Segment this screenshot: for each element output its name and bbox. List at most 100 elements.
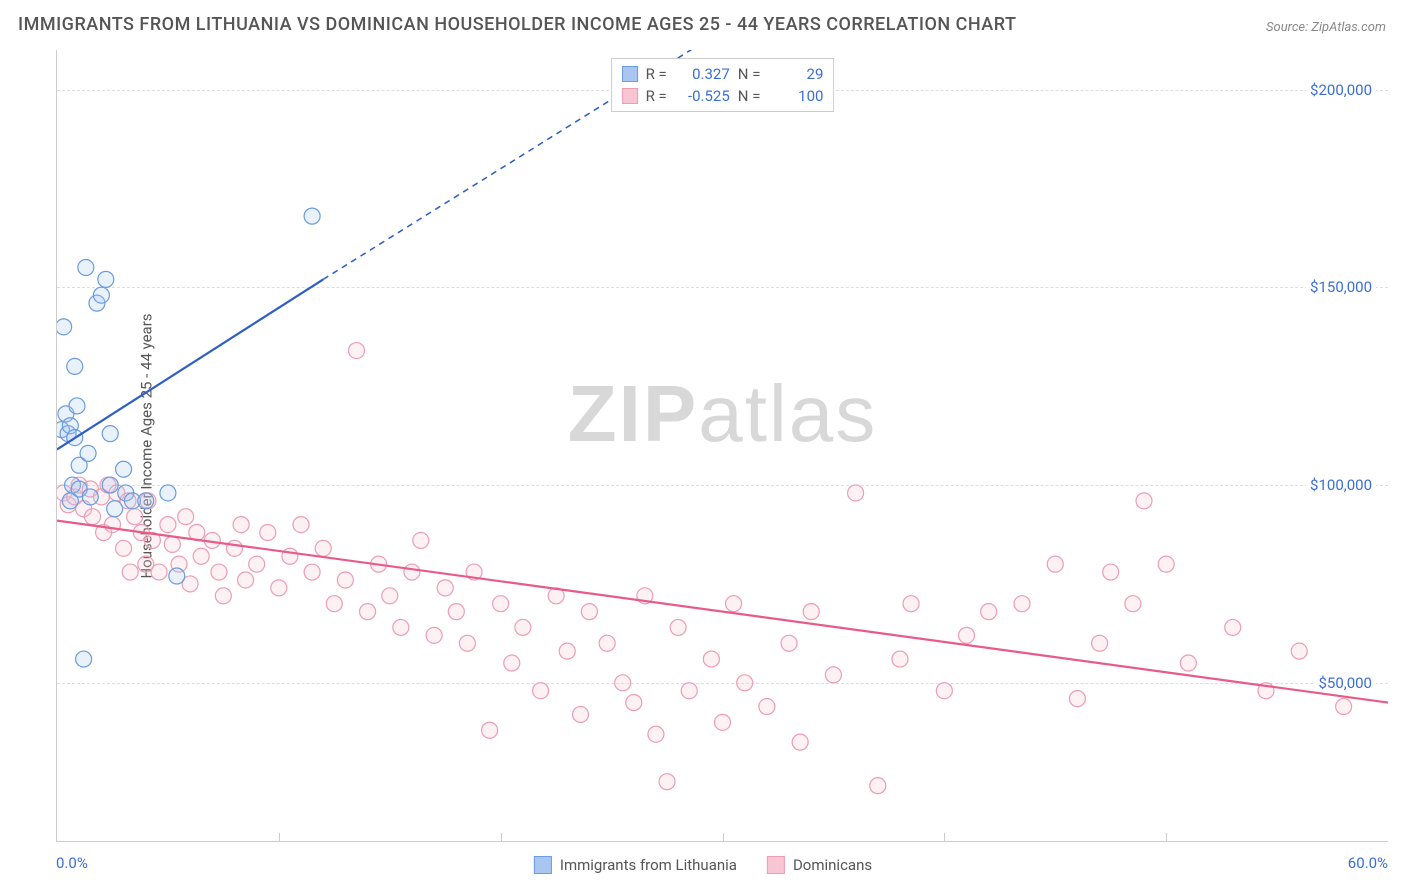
scatter-point: [98, 271, 114, 287]
scatter-point: [1291, 643, 1307, 659]
scatter-point: [337, 572, 353, 588]
scatter-point: [1336, 699, 1352, 715]
scatter-point: [57, 319, 72, 335]
stats-n-label-2: N =: [738, 87, 761, 105]
scatter-point: [892, 651, 908, 667]
correlation-stats-box: R = 0.327 N = 29 R = -0.525 N = 100: [611, 58, 835, 112]
scatter-point: [681, 683, 697, 699]
scatter-point: [581, 604, 597, 620]
stats-swatch-series1: [622, 66, 638, 82]
scatter-point: [69, 398, 85, 414]
legend-item-series1: Immigrants from Lithuania: [534, 856, 737, 874]
scatter-point: [238, 572, 254, 588]
scatter-point: [781, 635, 797, 651]
scatter-point: [178, 509, 194, 525]
stats-r-label-2: R =: [646, 87, 667, 105]
chart-plot-area: ZIPatlas R = 0.327 N = 29 R = -0.525 N =…: [56, 50, 1388, 842]
trend-line-series2: [57, 521, 1388, 703]
scatter-point: [249, 556, 265, 572]
scatter-point: [1225, 619, 1241, 635]
scatter-point: [1125, 596, 1141, 612]
scatter-point: [326, 596, 342, 612]
scatter-point: [1047, 556, 1063, 572]
stats-row-series1: R = 0.327 N = 29: [622, 63, 824, 85]
scatter-point: [78, 260, 94, 276]
scatter-point: [726, 596, 742, 612]
scatter-point: [715, 714, 731, 730]
scatter-point: [959, 627, 975, 643]
x-axis-min-label: 0.0%: [56, 854, 88, 872]
scatter-point: [615, 675, 631, 691]
stats-r-value-1: 0.327: [675, 65, 730, 83]
scatter-point: [870, 778, 886, 794]
scatter-point: [1103, 564, 1119, 580]
scatter-point: [1092, 635, 1108, 651]
scatter-point: [792, 734, 808, 750]
scatter-point: [102, 426, 118, 442]
scatter-point: [93, 287, 109, 303]
scatter-point: [737, 675, 753, 691]
scatter-point: [76, 651, 92, 667]
scatter-point: [315, 540, 331, 556]
scatter-point: [116, 461, 132, 477]
scatter-point: [164, 536, 180, 552]
scatter-point: [659, 774, 675, 790]
scatter-point: [104, 517, 120, 533]
scatter-point: [426, 627, 442, 643]
scatter-point: [825, 667, 841, 683]
scatter-point: [67, 358, 83, 374]
scatter-point: [559, 643, 575, 659]
scatter-point: [116, 540, 132, 556]
scatter-point: [360, 604, 376, 620]
scatter-point: [482, 722, 498, 738]
scatter-point: [382, 588, 398, 604]
scatter-point: [215, 588, 231, 604]
scatter-point: [1180, 655, 1196, 671]
stats-n-value-2: 100: [768, 87, 823, 105]
scatter-point: [515, 619, 531, 635]
chart-title: IMMIGRANTS FROM LITHUANIA VS DOMINICAN H…: [18, 14, 1016, 35]
scatter-point: [493, 596, 509, 612]
scatter-point: [803, 604, 819, 620]
scatter-point: [759, 699, 775, 715]
scatter-point: [936, 683, 952, 699]
scatter-point: [293, 517, 309, 533]
scatter-point: [80, 445, 96, 461]
scatter-point: [404, 564, 420, 580]
scatter-point: [260, 525, 276, 541]
scatter-point: [82, 489, 98, 505]
scatter-point: [648, 726, 664, 742]
scatter-point: [84, 509, 100, 525]
legend-label-series2: Dominicans: [793, 856, 872, 874]
scatter-point: [670, 619, 686, 635]
scatter-point: [413, 532, 429, 548]
scatter-svg: [57, 50, 1388, 841]
scatter-point: [127, 509, 143, 525]
scatter-point: [903, 596, 919, 612]
scatter-point: [348, 343, 364, 359]
scatter-point: [599, 635, 615, 651]
scatter-point: [437, 580, 453, 596]
scatter-point: [107, 501, 123, 517]
scatter-point: [122, 564, 138, 580]
scatter-point: [102, 477, 118, 493]
scatter-point: [160, 517, 176, 533]
stats-n-label-1: N =: [738, 65, 761, 83]
scatter-point: [211, 564, 227, 580]
source-attribution: Source: ZipAtlas.com: [1266, 20, 1386, 35]
scatter-point: [981, 604, 997, 620]
scatter-point: [848, 485, 864, 501]
legend-swatch-series2: [767, 856, 785, 874]
stats-row-series2: R = -0.525 N = 100: [622, 85, 824, 107]
stats-swatch-series2: [622, 88, 638, 104]
scatter-point: [304, 208, 320, 224]
bottom-legend: Immigrants from Lithuania Dominicans: [534, 856, 872, 874]
stats-r-value-2: -0.525: [675, 87, 730, 105]
scatter-point: [459, 635, 475, 651]
scatter-point: [169, 568, 185, 584]
stats-n-value-1: 29: [768, 65, 823, 83]
scatter-point: [703, 651, 719, 667]
scatter-point: [573, 706, 589, 722]
scatter-point: [138, 493, 154, 509]
scatter-point: [226, 540, 242, 556]
